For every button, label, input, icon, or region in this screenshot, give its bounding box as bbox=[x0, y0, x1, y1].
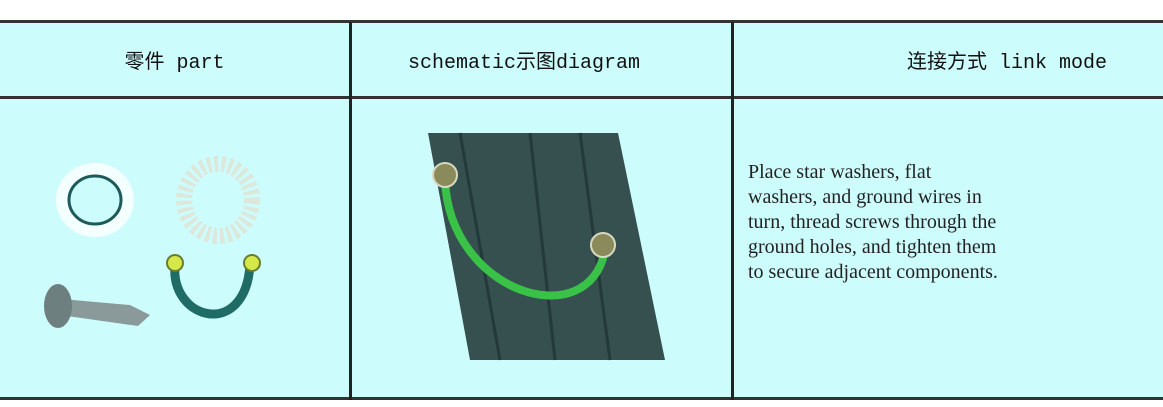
header-cell: schematic示图diagram bbox=[408, 51, 641, 75]
text-line: turn, thread screws through the bbox=[748, 211, 997, 233]
table-bottom-rule bbox=[0, 397, 1163, 400]
link-mode-text: Place star washers, flat washers, and gr… bbox=[748, 160, 998, 285]
text-line: washers, and ground wires in bbox=[748, 186, 982, 208]
header-cell: 零件 part bbox=[124, 51, 225, 75]
text-line: ground holes, and tighten them bbox=[748, 236, 997, 258]
schematic-illustration bbox=[428, 132, 665, 361]
table-top-rule bbox=[0, 20, 1163, 23]
column-divider bbox=[349, 22, 352, 400]
parts-illustration bbox=[44, 156, 261, 328]
header-rule bbox=[0, 96, 1163, 99]
column-divider bbox=[731, 22, 734, 400]
text-line: Place star washers, flat bbox=[748, 161, 932, 183]
header-cell: 连接方式 link mode bbox=[906, 51, 1107, 75]
text-line: to secure adjacent components. bbox=[748, 261, 998, 283]
